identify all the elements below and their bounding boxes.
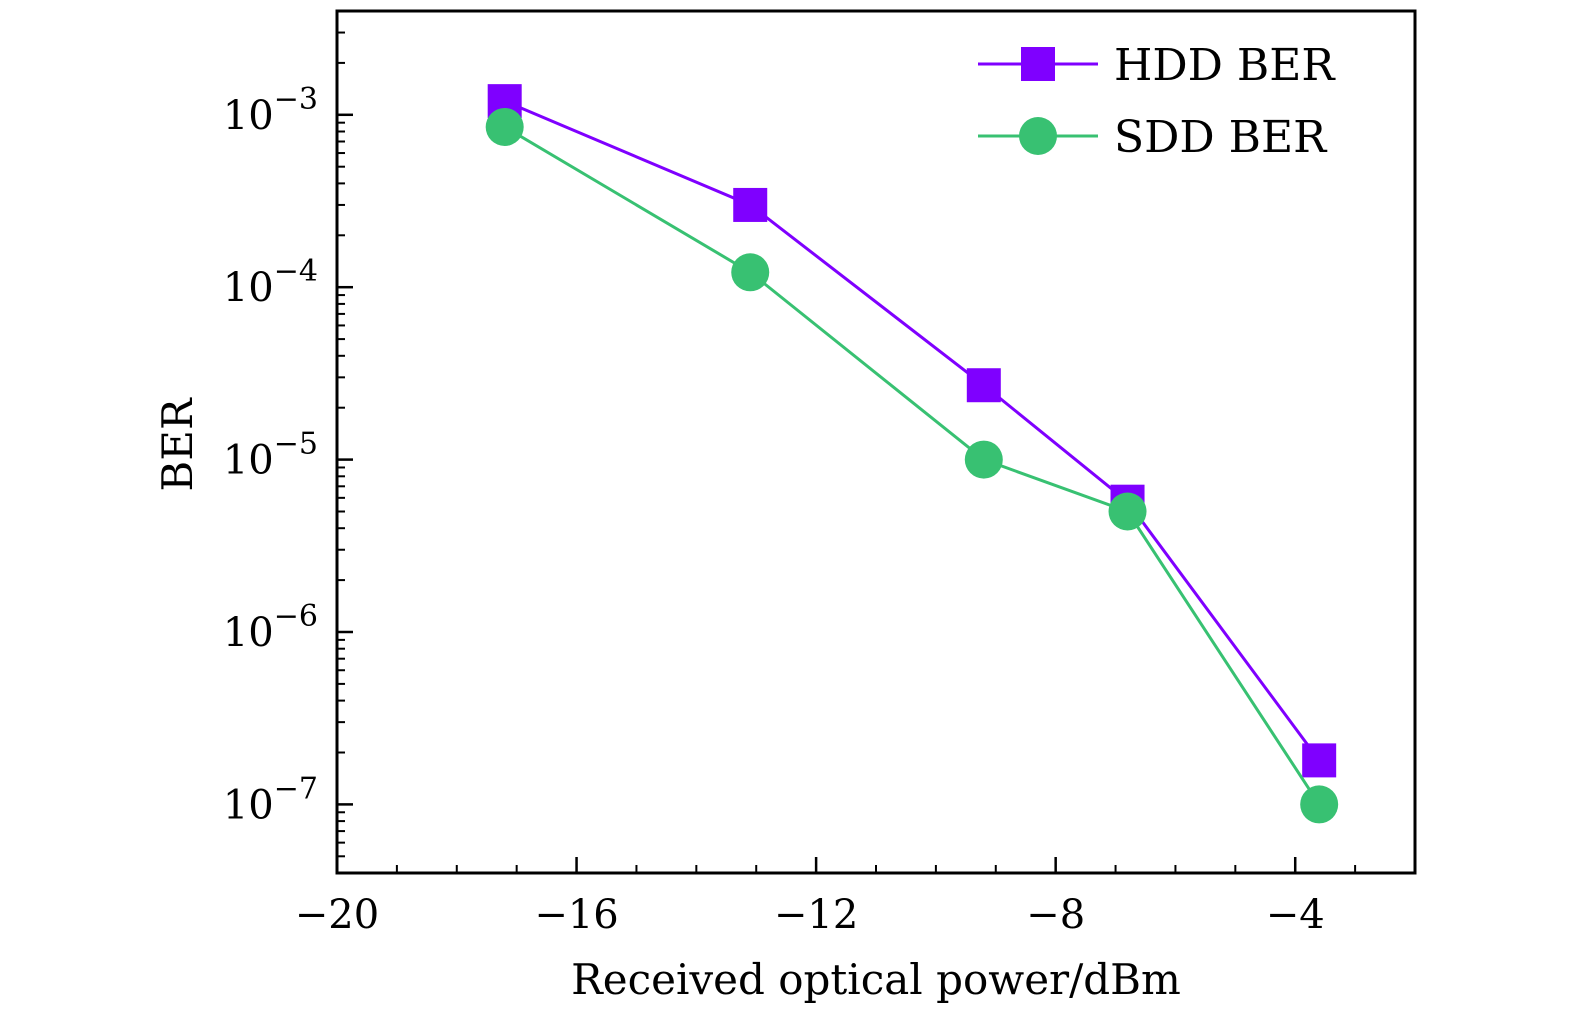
plot-frame (335, 9, 1417, 875)
x-tick-label: −20 (295, 892, 379, 938)
y-tick-label: 10−4 (223, 254, 318, 311)
legend-marker (1021, 47, 1055, 81)
data-point (1302, 743, 1337, 778)
data-point (964, 440, 1003, 479)
data-point (733, 187, 768, 222)
legend-item: SDD BER (978, 112, 1328, 163)
series-sdd (485, 107, 1339, 824)
data-point (731, 253, 770, 292)
y-tick-label: 10−3 (223, 82, 318, 139)
x-tick-label: −16 (534, 892, 618, 938)
series-layer (485, 84, 1339, 824)
data-point (1108, 492, 1147, 531)
data-point (966, 368, 1001, 403)
series-line (503, 125, 1321, 806)
x-axis-label: Received optical power/dBm (571, 955, 1181, 1004)
x-tick-label: −4 (1266, 892, 1325, 938)
y-axis-label: BER (153, 397, 202, 492)
legend-label: SDD BER (1114, 112, 1328, 163)
legend-item: HDD BER (978, 40, 1336, 91)
series-hdd (487, 84, 1337, 778)
y-tick-label: 10−7 (223, 771, 318, 828)
y-tick-label: 10−6 (223, 599, 318, 656)
data-point (1300, 785, 1339, 824)
x-tick-label: −12 (774, 892, 858, 938)
legend-marker (1019, 117, 1057, 155)
legend: HDD BER SDD BER (978, 40, 1336, 163)
data-point (485, 107, 524, 146)
x-tick-label: −8 (1026, 892, 1085, 938)
y-tick-label: 10−5 (223, 427, 318, 484)
axes-layer: −20 −16 −12 −8 −4 10−3 10−4 10−5 10−6 10−7 (223, 10, 1416, 938)
legend-label: HDD BER (1114, 40, 1336, 91)
